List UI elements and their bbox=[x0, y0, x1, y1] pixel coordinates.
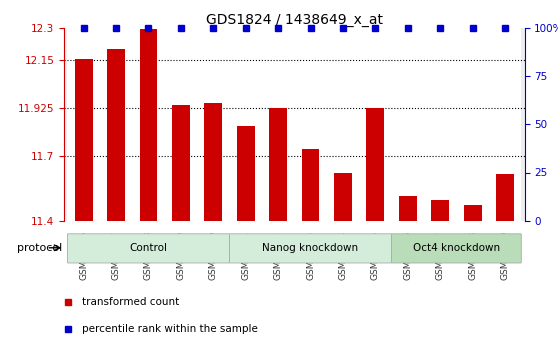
Bar bbox=[399, 196, 417, 221]
Text: Control: Control bbox=[129, 243, 167, 253]
Bar bbox=[496, 174, 514, 221]
Bar bbox=[172, 105, 190, 221]
Text: Nanog knockdown: Nanog knockdown bbox=[262, 243, 359, 253]
Bar bbox=[229, 28, 262, 221]
Bar bbox=[140, 29, 157, 221]
Bar bbox=[204, 103, 222, 221]
Title: GDS1824 / 1438649_x_at: GDS1824 / 1438649_x_at bbox=[206, 12, 383, 27]
Bar bbox=[295, 28, 327, 221]
Bar bbox=[456, 28, 489, 221]
FancyBboxPatch shape bbox=[229, 234, 392, 263]
Bar bbox=[392, 28, 424, 221]
Bar bbox=[197, 28, 229, 221]
Bar bbox=[302, 149, 320, 221]
Bar bbox=[424, 28, 456, 221]
Text: transformed count: transformed count bbox=[81, 297, 179, 307]
Bar bbox=[327, 28, 359, 221]
FancyBboxPatch shape bbox=[392, 234, 521, 263]
Bar bbox=[359, 28, 392, 221]
Bar bbox=[68, 28, 100, 221]
Bar bbox=[431, 200, 449, 221]
Text: Oct4 knockdown: Oct4 knockdown bbox=[413, 243, 500, 253]
Text: protocol: protocol bbox=[17, 243, 62, 253]
Bar bbox=[489, 28, 521, 221]
Bar bbox=[75, 59, 93, 221]
Bar bbox=[334, 172, 352, 221]
Bar bbox=[262, 28, 295, 221]
FancyBboxPatch shape bbox=[68, 234, 229, 263]
Bar bbox=[237, 126, 254, 221]
Bar bbox=[100, 28, 132, 221]
Bar bbox=[107, 49, 125, 221]
Bar bbox=[464, 205, 482, 221]
Bar bbox=[367, 108, 384, 221]
Text: percentile rank within the sample: percentile rank within the sample bbox=[81, 324, 258, 334]
Bar bbox=[165, 28, 197, 221]
Bar bbox=[269, 108, 287, 221]
Bar bbox=[132, 28, 165, 221]
